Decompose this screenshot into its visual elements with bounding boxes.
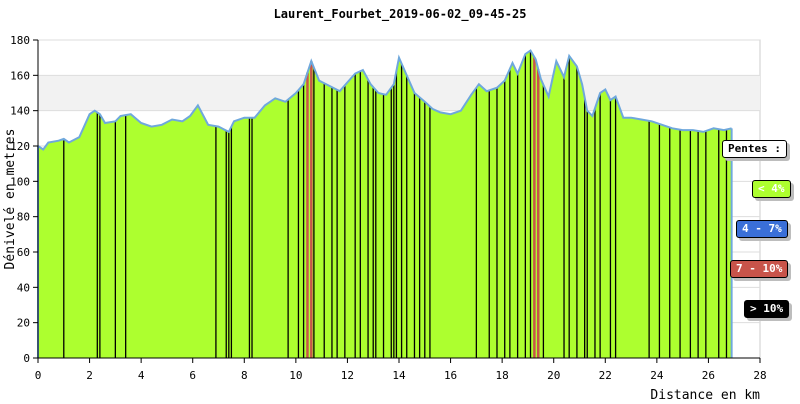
x-tick-label: 18 (496, 369, 509, 382)
grade-bands (306, 57, 540, 358)
legend-item-lt4: < 4% (752, 180, 791, 198)
x-tick-label: 22 (599, 369, 612, 382)
x-tick-label: 2 (86, 369, 93, 382)
y-tick-label: 40 (17, 281, 30, 294)
y-tick-label: 100 (10, 175, 30, 188)
y-tick-label: 80 (17, 211, 30, 224)
legend-title: Pentes : (722, 140, 787, 158)
x-tick-label: 6 (189, 369, 196, 382)
x-tick-label: 4 (138, 369, 145, 382)
x-tick-label: 24 (650, 369, 664, 382)
y-tick-label: 180 (10, 34, 30, 47)
x-tick-label: 16 (444, 369, 457, 382)
legend-item-4-7: 4 - 7% (736, 220, 788, 238)
x-axis-label: Distance en km (650, 388, 760, 400)
elevation-profile-line (37, 49, 732, 151)
x-tick-label: 10 (289, 369, 302, 382)
legend-item-7-10: 7 - 10% (730, 260, 789, 278)
x-axis-ticks: 0 2 4 6 8 10 12 14 16 18 20 22 24 26 28 (35, 358, 767, 382)
x-tick-label: 20 (547, 369, 560, 382)
y-tick-label: 0 (23, 352, 30, 365)
y-tick-label: 120 (10, 140, 30, 153)
y-axis-ticks: 0 20 40 60 80 100 120 140 160 180 (10, 34, 38, 365)
x-tick-label: 12 (341, 369, 354, 382)
x-tick-label: 8 (241, 369, 248, 382)
y-tick-label: 140 (10, 105, 30, 118)
y-tick-label: 60 (17, 246, 30, 259)
y-axis-label: Dénivelé en metres (3, 129, 18, 270)
chart-title: Laurent_Fourbet_2019-06-02_09-45-25 (274, 7, 527, 22)
y-tick-label: 160 (10, 69, 30, 82)
y-tick-label: 20 (17, 317, 30, 330)
x-tick-label: 0 (35, 369, 42, 382)
legend-item-gt10: > 10% (744, 300, 790, 318)
x-tick-label: 28 (753, 369, 766, 382)
steep-lines (63, 50, 728, 358)
x-tick-label: 26 (702, 369, 715, 382)
x-tick-label: 14 (392, 369, 406, 382)
area-layer (38, 50, 732, 358)
elevation-area (38, 50, 732, 358)
